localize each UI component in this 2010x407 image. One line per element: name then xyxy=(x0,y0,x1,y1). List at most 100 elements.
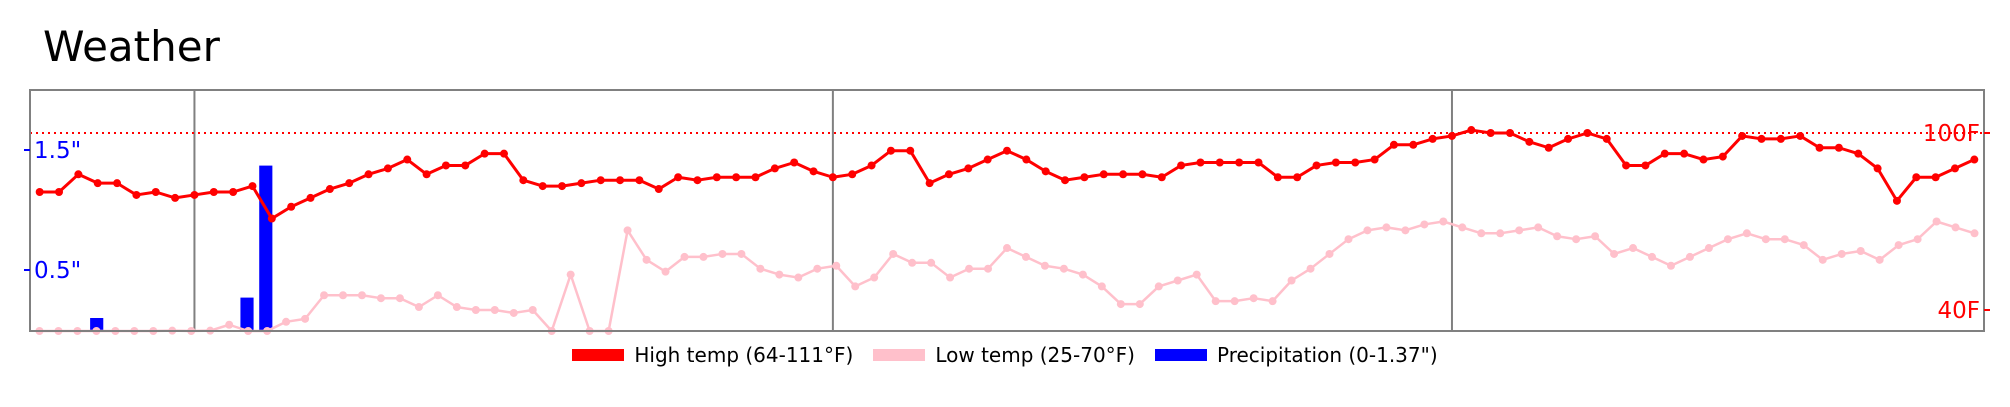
low-temp-point-19 xyxy=(395,294,404,303)
low-temp-point-85 xyxy=(1648,252,1657,261)
high-temp-point-96 xyxy=(1892,196,1901,205)
low-temp-point-22 xyxy=(452,303,461,312)
high-temp-point-17 xyxy=(364,170,373,179)
high-temp-point-75 xyxy=(1486,129,1495,137)
low-temp-point-91 xyxy=(1761,235,1770,244)
legend-label-high: High temp (64-111°F) xyxy=(634,343,854,367)
high-temp-point-60 xyxy=(1196,158,1205,167)
high-temp-point-91 xyxy=(1796,131,1805,140)
high-temp-point-95 xyxy=(1873,164,1882,173)
low-temp-point-79 xyxy=(1534,223,1543,232)
high-temp-point-21 xyxy=(441,161,450,170)
low-temp-point-65 xyxy=(1268,297,1277,306)
high-temp-point-47 xyxy=(944,170,953,179)
high-temp-point-64 xyxy=(1273,173,1282,182)
low-temp-point-99 xyxy=(1913,235,1922,244)
precip-bar-11 xyxy=(240,297,254,331)
precipitation-bars xyxy=(90,165,273,331)
low-temp-point-102 xyxy=(1970,229,1979,238)
low-temp-point-57 xyxy=(1116,300,1125,309)
low-temp-point-41 xyxy=(813,264,822,273)
high-temp-point-11 xyxy=(248,182,257,191)
high-temp-point-55 xyxy=(1099,170,1108,179)
low-temp-point-84 xyxy=(1629,244,1638,253)
low-temp-point-15 xyxy=(320,291,329,300)
low-temp-point-14 xyxy=(301,314,310,323)
low-temp-line xyxy=(39,220,1975,333)
high-temp-point-30 xyxy=(616,176,625,185)
high-temp-point-72 xyxy=(1428,134,1437,143)
low-temp-point-56 xyxy=(1097,282,1106,291)
high-temp-point-1 xyxy=(55,188,64,196)
low-temp-point-69 xyxy=(1344,235,1353,244)
low-temp-point-48 xyxy=(946,273,955,282)
high-temp-point-28 xyxy=(577,179,586,188)
high-temp-point-46 xyxy=(925,179,934,188)
high-temp-point-53 xyxy=(1061,176,1070,185)
high-temp-point-100 xyxy=(1970,155,1979,164)
high-temp-point-89 xyxy=(1757,134,1766,143)
low-temp-point-45 xyxy=(889,249,898,258)
low-temp-point-42 xyxy=(832,261,841,270)
low-temp-point-62 xyxy=(1211,297,1220,306)
high-temp-point-63 xyxy=(1254,158,1263,167)
high-temp-point-23 xyxy=(480,149,489,158)
low-temp-point-38 xyxy=(756,264,765,273)
high-temp-point-77 xyxy=(1525,137,1534,146)
high-temp-point-98 xyxy=(1931,173,1940,182)
low-temp-point-80 xyxy=(1553,232,1562,241)
high-temp-point-40 xyxy=(809,167,818,176)
high-temp-point-37 xyxy=(751,173,760,182)
high-temp-point-67 xyxy=(1331,158,1340,167)
high-temp-point-43 xyxy=(867,161,876,170)
legend-label-low: Low temp (25-70°F) xyxy=(935,343,1135,367)
low-temp-point-25 xyxy=(509,308,518,317)
high-temp-point-2 xyxy=(74,170,83,179)
high-temp-point-6 xyxy=(151,188,160,196)
high-temp-point-14 xyxy=(306,193,315,202)
temp-tick-label-0: 100F xyxy=(1923,121,1980,147)
high-temp-point-71 xyxy=(1409,140,1418,149)
low-temp-point-100 xyxy=(1932,217,1941,226)
low-temp-point-81 xyxy=(1572,235,1581,244)
high-temp-point-99 xyxy=(1950,164,1959,173)
high-temp-point-85 xyxy=(1680,149,1689,158)
high-temp-point-52 xyxy=(1041,167,1050,176)
high-temp-point-10 xyxy=(229,188,238,196)
low-temp-point-36 xyxy=(718,249,727,258)
low-temp-point-52 xyxy=(1021,252,1030,261)
low-temp-point-34 xyxy=(680,252,689,261)
low-temp-point-86 xyxy=(1666,261,1675,270)
low-temp-point-73 xyxy=(1420,220,1429,229)
high-temp-point-56 xyxy=(1119,170,1128,179)
low-temp-point-92 xyxy=(1780,235,1789,244)
high-temp-point-34 xyxy=(693,176,702,185)
low-temp-point-71 xyxy=(1382,223,1391,232)
low-temp-point-17 xyxy=(357,291,366,300)
high-temp-point-51 xyxy=(1022,155,1031,164)
low-temp-point-24 xyxy=(490,306,499,314)
low-temp-point-50 xyxy=(984,264,993,273)
high-temp-point-78 xyxy=(1544,143,1553,152)
low-temp-point-60 xyxy=(1173,276,1182,285)
high-temp-point-33 xyxy=(674,173,683,182)
low-temp-point-20 xyxy=(414,303,423,312)
high-temp-point-27 xyxy=(558,182,567,191)
precip-bar-3 xyxy=(90,318,104,331)
high-temp-point-73 xyxy=(1447,131,1456,140)
high-temp-point-8 xyxy=(190,190,199,199)
high-temp-point-87 xyxy=(1718,152,1727,161)
high-temp-point-26 xyxy=(538,182,547,191)
high-temp-point-13 xyxy=(287,202,296,211)
high-temp-point-35 xyxy=(712,173,721,182)
high-temp-point-88 xyxy=(1738,131,1747,140)
low-temp-point-58 xyxy=(1135,300,1144,309)
high-temp-point-9 xyxy=(209,188,218,196)
high-temp-point-50 xyxy=(1003,146,1011,155)
high-temp-point-39 xyxy=(790,158,799,167)
high-temp-point-62 xyxy=(1235,158,1244,167)
low-temp-point-78 xyxy=(1515,226,1524,235)
axis-ticks: 100F 40F 1.5" 0.5" xyxy=(24,121,1990,324)
low-temp-point-75 xyxy=(1458,223,1467,232)
high-temp-point-68 xyxy=(1351,158,1360,167)
